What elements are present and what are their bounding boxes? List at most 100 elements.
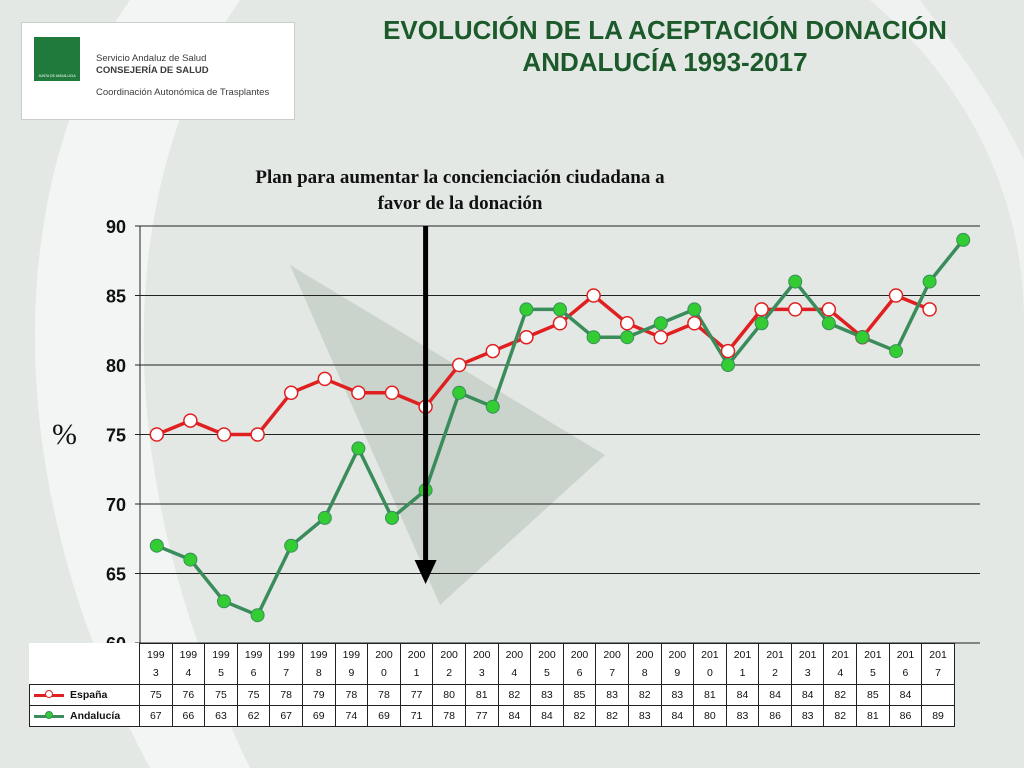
table-cell-espana-2017 (921, 684, 955, 706)
data-point-andalucia-2005 (553, 302, 567, 317)
table-cell-espana-2000: 78 (367, 684, 401, 706)
organization-logo: JUNTA DE ANDALUCIA Servicio Andaluz de S… (21, 22, 295, 120)
category-label-2002: 200 2 (432, 643, 466, 685)
category-label-1998: 199 8 (301, 643, 336, 685)
data-point-andalucia-2002 (452, 385, 467, 400)
category-label-1994: 199 4 (171, 643, 206, 685)
category-label-2011: 201 1 (725, 643, 760, 685)
annotation-arrow-head (414, 560, 437, 584)
table-cell-andalucia-2007: 82 (595, 705, 629, 727)
table-cell-espana-2008: 82 (627, 684, 662, 706)
data-point-andalucia-2004 (519, 302, 534, 317)
data-point-andalucia-2000 (385, 510, 399, 525)
junta-andalucia-emblem-icon: JUNTA DE ANDALUCIA (34, 37, 80, 81)
data-point-andalucia-1996 (250, 608, 265, 623)
category-label-2008: 200 8 (627, 643, 662, 685)
table-cell-espana-1993: 75 (139, 684, 173, 706)
data-point-espana-2015 (888, 288, 904, 303)
emblem-caption: JUNTA DE ANDALUCIA (38, 74, 76, 78)
data-point-espana-2008 (653, 329, 669, 345)
category-label-2017: 201 7 (921, 643, 955, 685)
table-cell-espana-1995: 75 (204, 684, 238, 706)
table-cell-espana-2005: 83 (530, 684, 564, 706)
table-cell-espana-1994: 76 (171, 684, 206, 706)
category-label-2014: 201 4 (823, 643, 858, 685)
table-cell-espana-2004: 82 (497, 684, 532, 706)
table-cell-andalucia-2002: 78 (432, 705, 466, 727)
data-point-andalucia-1998 (317, 510, 332, 525)
data-point-espana-1996 (250, 427, 265, 442)
data-point-espana-2010 (720, 343, 736, 359)
data-point-espana-1994 (183, 413, 198, 428)
legend-key-andalucia-icon (34, 711, 64, 721)
data-point-espana-2006 (586, 288, 601, 303)
category-label-1995: 199 5 (204, 643, 238, 685)
data-point-espana-2009 (687, 316, 702, 331)
data-point-andalucia-2012 (788, 274, 803, 289)
category-label-2015: 201 5 (856, 643, 890, 685)
data-point-espana-2012 (787, 302, 803, 317)
data-point-espana-1995 (216, 427, 232, 442)
data-point-andalucia-1993 (149, 538, 164, 553)
table-cell-andalucia-2012: 86 (758, 705, 792, 727)
table-cell-andalucia-2006: 82 (562, 705, 597, 727)
table-cell-espana-2007: 83 (595, 684, 629, 706)
data-point-andalucia-2009 (687, 302, 702, 317)
series-line-andalucia (156, 238, 965, 617)
category-label-2003: 200 3 (464, 643, 499, 685)
table-cell-andalucia-2004: 84 (497, 705, 532, 727)
logo-line-coordination: Coordinación Autonómica de Trasplantes (96, 87, 270, 98)
data-point-andalucia-2016 (922, 274, 937, 289)
table-cell-andalucia-2011: 83 (725, 705, 760, 727)
table-cell-espana-2011: 84 (725, 684, 760, 706)
table-cell-andalucia-1996: 62 (236, 705, 271, 727)
category-label-2004: 200 4 (497, 643, 532, 685)
table-cell-andalucia-1994: 66 (171, 705, 206, 727)
category-label-2000: 200 0 (367, 643, 401, 685)
data-point-espana-1993 (149, 427, 165, 442)
table-cell-espana-2013: 84 (790, 684, 825, 706)
category-label-1997: 199 7 (269, 643, 303, 685)
data-point-andalucia-2008 (653, 316, 668, 331)
data-point-espana-2016 (922, 302, 937, 317)
table-corner (30, 644, 140, 685)
data-point-espana-2013 (821, 302, 837, 317)
series-label-espana: España (29, 684, 140, 706)
table-row-espana: España 75 76 75 75 78 79 78 78 77 80 81 82 83 85 83 82 8… (29, 684, 955, 706)
table-cell-andalucia-2003: 77 (464, 705, 499, 727)
category-label-1993: 199 3 (139, 643, 173, 685)
category-label-2009: 200 9 (660, 643, 695, 685)
table-cell-espana-1998: 79 (301, 684, 336, 706)
category-label-2005: 200 5 (530, 643, 564, 685)
table-cell-espana-2001: 77 (399, 684, 434, 706)
category-label-2007: 200 7 (595, 643, 629, 685)
table-cell-andalucia-2017: 89 (921, 705, 955, 727)
table-cell-andalucia-2009: 84 (660, 705, 695, 727)
series-name-espana: España (70, 689, 108, 701)
category-label-1996: 199 6 (236, 643, 271, 685)
table-cell-espana-2003: 81 (464, 684, 499, 706)
table-cell-andalucia-2001: 71 (399, 705, 434, 727)
data-point-andalucia-2010 (721, 358, 735, 372)
table-cell-andalucia-2005: 84 (530, 705, 564, 727)
category-row: 199 3 199 4 199 5 199 6 199 7 199 8 199 9 200 0… (30, 643, 955, 685)
data-point-andalucia-2006 (586, 330, 601, 345)
table-cell-andalucia-1999: 74 (334, 705, 369, 727)
table-cell-espana-2009: 83 (660, 684, 695, 706)
data-point-espana-2002 (451, 357, 467, 373)
data-point-andalucia-2013 (821, 316, 836, 331)
data-point-andalucia-1995 (217, 594, 231, 609)
table-cell-espana-2016: 84 (888, 684, 923, 706)
chart-data-table: 199 3 199 4 199 5 199 6 199 7 199 8 199 9 200 0… (29, 643, 955, 727)
table-cell-andalucia-1993: 67 (139, 705, 173, 727)
data-point-espana-1997 (283, 385, 299, 401)
logo-line-ministry: CONSEJERÍA DE SALUD (96, 65, 209, 76)
table-cell-espana-1996: 75 (236, 684, 271, 706)
logo-line-service: Servicio Andaluz de Salud (96, 53, 207, 64)
data-point-andalucia-2017 (956, 232, 971, 247)
data-point-espana-2004 (519, 329, 534, 345)
table-cell-andalucia-2013: 83 (790, 705, 825, 727)
category-label-2010: 201 0 (693, 643, 727, 685)
table-cell-andalucia-2010: 80 (693, 705, 727, 727)
category-label-2013: 201 3 (790, 643, 825, 685)
